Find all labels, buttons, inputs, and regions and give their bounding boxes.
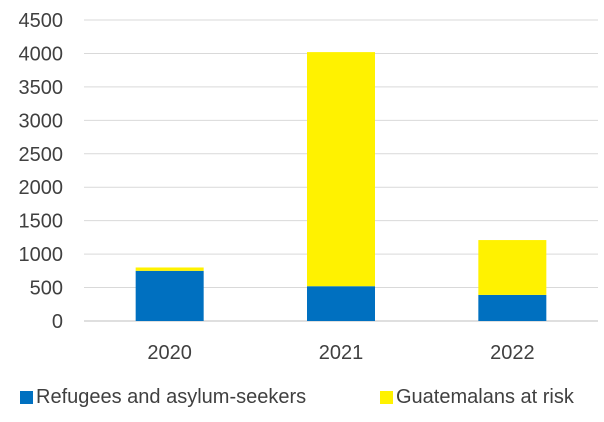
- y-tick-label: 0: [52, 311, 63, 333]
- y-tick-label: 1500: [19, 211, 64, 233]
- bar-segment-refugees-2022: [478, 294, 547, 321]
- x-tick-label: 2020: [147, 342, 192, 364]
- legend-label: Guatemalans at risk: [396, 386, 575, 408]
- y-tick-label: 4500: [19, 10, 64, 32]
- bar-segment-guatemalans-2022: [478, 240, 547, 295]
- bar-segment-guatemalans-2021: [307, 52, 375, 287]
- y-tick-label: 4000: [19, 43, 64, 65]
- x-tick-label: 2021: [319, 342, 364, 364]
- y-tick-label: 1000: [19, 244, 64, 266]
- y-tick-label: 3500: [19, 77, 64, 99]
- y-tick-label: 2500: [19, 144, 64, 166]
- y-tick-label: 3000: [19, 110, 64, 132]
- legend-label: Refugees and asylum-seekers: [36, 386, 306, 408]
- bar-segment-refugees-2020: [135, 270, 204, 321]
- bar-segment-refugees-2021: [307, 286, 375, 321]
- bar-segment-guatemalans-2020: [135, 267, 204, 271]
- y-tick-label: 2000: [19, 177, 64, 199]
- legend-swatch-refugees: [20, 391, 33, 404]
- y-tick-label: 500: [30, 278, 63, 300]
- legend-swatch-guatemalans: [380, 391, 393, 404]
- x-tick-label: 2022: [490, 342, 535, 364]
